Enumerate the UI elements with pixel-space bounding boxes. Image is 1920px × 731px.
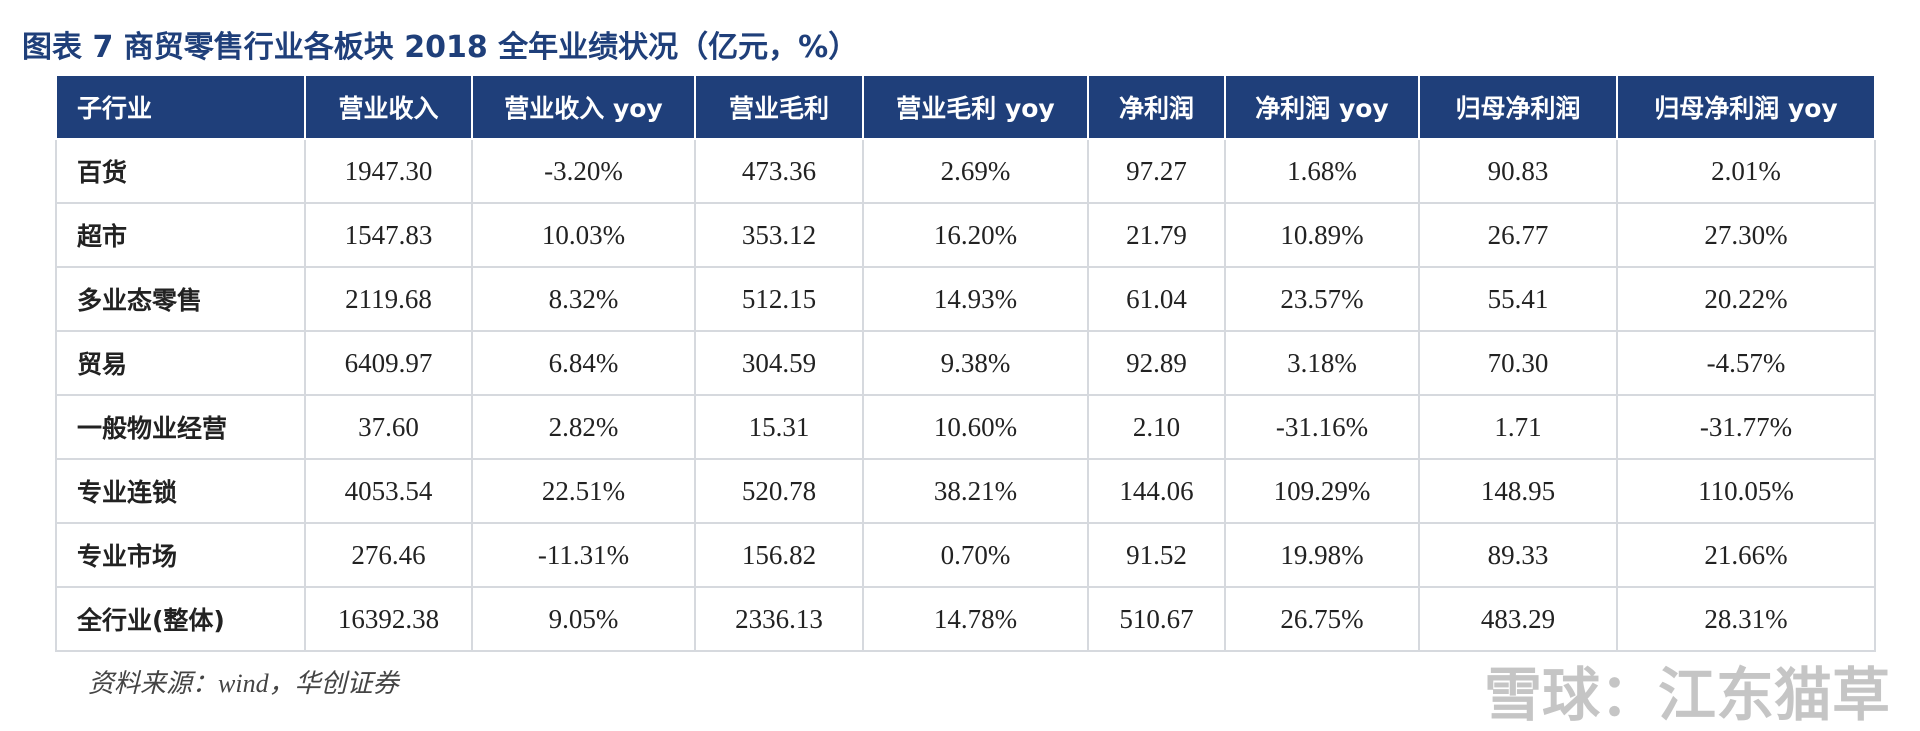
column-header: 归母净利润 yoy: [1616, 74, 1876, 140]
table-cell: 353.12: [694, 202, 864, 268]
table-cell: 38.21%: [862, 458, 1089, 524]
table-cell: 6.84%: [471, 330, 696, 396]
table-cell: 37.60: [304, 394, 473, 460]
column-header: 营业收入 yoy: [471, 74, 696, 140]
row-label: 专业市场: [55, 522, 306, 588]
table-cell: 1547.83: [304, 202, 473, 268]
table-cell: 21.79: [1087, 202, 1226, 268]
column-header: 子行业: [55, 74, 306, 140]
table-row: 一般物业经营 37.60 2.82% 15.31 10.60% 2.10 -31.16% 1.…: [55, 394, 1876, 460]
table-cell: 304.59: [694, 330, 864, 396]
table-cell: 1947.30: [304, 138, 473, 204]
table-cell: 21.66%: [1616, 522, 1876, 588]
table-cell: 473.36: [694, 138, 864, 204]
table-cell: 14.93%: [862, 266, 1089, 332]
table-cell: 70.30: [1418, 330, 1618, 396]
row-label: 全行业(整体): [55, 586, 306, 652]
table-cell: -3.20%: [471, 138, 696, 204]
table-cell: 61.04: [1087, 266, 1226, 332]
header-row: 子行业 营业收入 营业收入 yoy 营业毛利 营业毛利 yoy 净利润 净利润 yoy 归母净…: [55, 74, 1876, 140]
table-cell: 2336.13: [694, 586, 864, 652]
column-header: 营业收入: [304, 74, 473, 140]
table-cell: -31.16%: [1224, 394, 1420, 460]
title: 图表 7 商贸零售行业各板块 2018 全年业绩状况（亿元，%）: [22, 30, 859, 65]
table-cell: 156.82: [694, 522, 864, 588]
table-cell: 3.18%: [1224, 330, 1420, 396]
table-cell: 2.69%: [862, 138, 1089, 204]
table-cell: 26.75%: [1224, 586, 1420, 652]
watermark: 雪球：江东猫草: [1483, 661, 1890, 729]
table-row: 百货 1947.30 -3.20% 473.36 2.69% 97.27 1.68% 90.8…: [55, 138, 1876, 204]
table-cell: 91.52: [1087, 522, 1226, 588]
row-label: 一般物业经营: [55, 394, 306, 460]
table-row: 全行业(整体) 16392.38 9.05% 2336.13 14.78% 510.67 2…: [55, 586, 1876, 652]
table-row: 超市 1547.83 10.03% 353.12 16.20% 21.79 10.89% 26…: [55, 202, 1876, 268]
data-table: 子行业 营业收入 营业收入 yoy 营业毛利 营业毛利 yoy 净利润 净利润 yoy 归母净…: [55, 74, 1876, 652]
column-header: 净利润: [1087, 74, 1226, 140]
table-row: 专业连锁 4053.54 22.51% 520.78 38.21% 144.06 109.2…: [55, 458, 1876, 524]
table-cell: 144.06: [1087, 458, 1226, 524]
table-cell: 14.78%: [862, 586, 1089, 652]
table-row: 贸易 6409.97 6.84% 304.59 9.38% 92.89 3.18% 70.30…: [55, 330, 1876, 396]
table-cell: 110.05%: [1616, 458, 1876, 524]
table-cell: 26.77: [1418, 202, 1618, 268]
row-label: 贸易: [55, 330, 306, 396]
table-cell: 1.68%: [1224, 138, 1420, 204]
table-cell: 148.95: [1418, 458, 1618, 524]
table-cell: 4053.54: [304, 458, 473, 524]
table-cell: 2.82%: [471, 394, 696, 460]
table-cell: 0.70%: [862, 522, 1089, 588]
table-cell: 512.15: [694, 266, 864, 332]
table-cell: 92.89: [1087, 330, 1226, 396]
row-label: 多业态零售: [55, 266, 306, 332]
table-cell: 2119.68: [304, 266, 473, 332]
table-cell: 276.46: [304, 522, 473, 588]
table-cell: 483.29: [1418, 586, 1618, 652]
table-cell: 90.83: [1418, 138, 1618, 204]
table-cell: 10.89%: [1224, 202, 1420, 268]
table-cell: 1.71: [1418, 394, 1618, 460]
row-label: 百货: [55, 138, 306, 204]
table-row: 多业态零售 2119.68 8.32% 512.15 14.93% 61.04 23.57%…: [55, 266, 1876, 332]
table-cell: 8.32%: [471, 266, 696, 332]
table-cell: 520.78: [694, 458, 864, 524]
table-cell: 19.98%: [1224, 522, 1420, 588]
table-cell: 28.31%: [1616, 586, 1876, 652]
table-cell: 15.31: [694, 394, 864, 460]
table-cell: 97.27: [1087, 138, 1226, 204]
table-cell: 9.05%: [471, 586, 696, 652]
table-cell: 89.33: [1418, 522, 1618, 588]
table-cell: -11.31%: [471, 522, 696, 588]
table-cell: 16.20%: [862, 202, 1089, 268]
table-cell: 23.57%: [1224, 266, 1420, 332]
table-cell: 2.10: [1087, 394, 1226, 460]
source-note: 资料来源：wind，华创证券: [88, 669, 399, 698]
table-cell: -31.77%: [1616, 394, 1876, 460]
table-cell: -4.57%: [1616, 330, 1876, 396]
column-header: 净利润 yoy: [1224, 74, 1420, 140]
table-body: 百货 1947.30 -3.20% 473.36 2.69% 97.27 1.68% 90.8…: [55, 138, 1876, 652]
table-cell: 9.38%: [862, 330, 1089, 396]
table-cell: 6409.97: [304, 330, 473, 396]
table-cell: 22.51%: [471, 458, 696, 524]
table-cell: 2.01%: [1616, 138, 1876, 204]
row-label: 专业连锁: [55, 458, 306, 524]
table-cell: 10.60%: [862, 394, 1089, 460]
column-header: 归母净利润: [1418, 74, 1618, 140]
table-cell: 20.22%: [1616, 266, 1876, 332]
table-cell: 510.67: [1087, 586, 1226, 652]
column-header: 营业毛利 yoy: [862, 74, 1089, 140]
table-cell: 27.30%: [1616, 202, 1876, 268]
table-cell: 109.29%: [1224, 458, 1420, 524]
column-header: 营业毛利: [694, 74, 864, 140]
table-cell: 55.41: [1418, 266, 1618, 332]
row-label: 超市: [55, 202, 306, 268]
table-row: 专业市场 276.46 -11.31% 156.82 0.70% 91.52 19.98% 8…: [55, 522, 1876, 588]
table-cell: 10.03%: [471, 202, 696, 268]
table-cell: 16392.38: [304, 586, 473, 652]
